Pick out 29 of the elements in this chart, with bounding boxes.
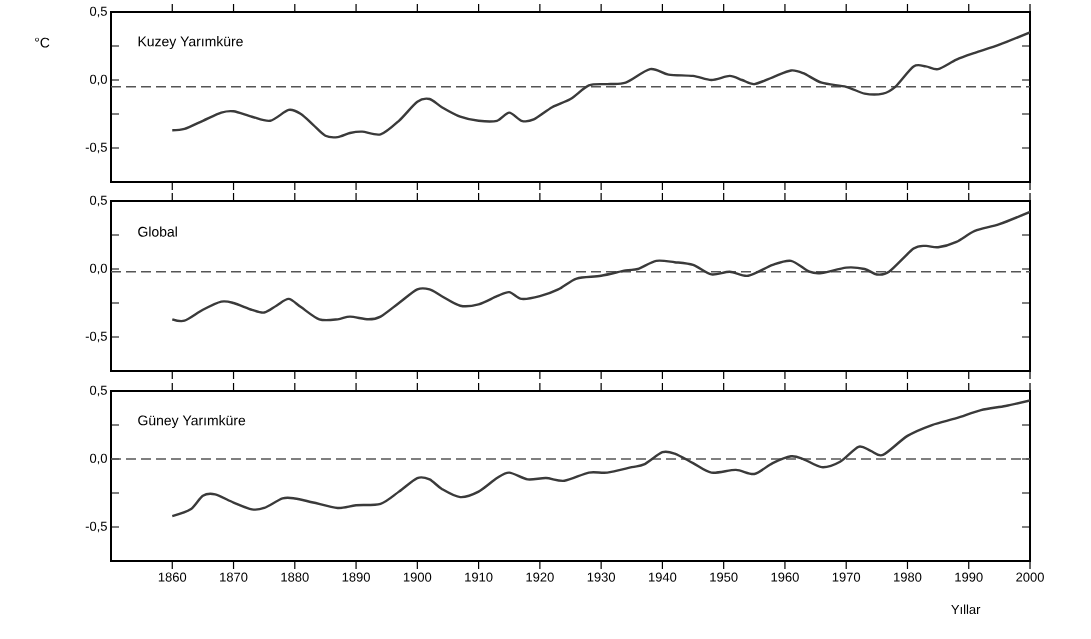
y-tick-label: -0,5 [85, 521, 107, 533]
text: Global [138, 226, 177, 237]
x-tick-label: 1980 [894, 572, 922, 582]
x-axis-title: Yıllar [951, 604, 981, 615]
x-tick-label: 1940 [648, 572, 677, 582]
y-tick-label: 0,5 [89, 385, 107, 397]
y-tick-label: 0,0 [89, 263, 107, 275]
y-tick-label: -0,5 [85, 142, 107, 154]
x-tick-label: 1960 [771, 572, 799, 582]
text: Güney Yarımküre [138, 415, 246, 429]
x-tick-label: 1930 [587, 572, 616, 582]
x-tick-label: 1870 [220, 572, 248, 582]
x-tick-label: 1860 [158, 572, 187, 582]
y-tick-label: 0,5 [89, 195, 107, 207]
y-tick-label: 0,0 [89, 74, 107, 86]
y-axis-title: °C [35, 37, 50, 48]
y-tick-label: 0,5 [89, 6, 107, 18]
x-tick-label: 1970 [832, 572, 861, 582]
x-tick-label: 1890 [342, 572, 370, 582]
x-tick-label: 2000 [1016, 572, 1044, 582]
x-tick-label: 1880 [281, 572, 309, 582]
y-tick-label: -0,5 [85, 331, 107, 343]
y-tick-label: 0,0 [89, 453, 107, 465]
x-tick-label: 1990 [955, 572, 983, 582]
x-tick-label: 1950 [710, 572, 738, 582]
x-tick-label: 1900 [403, 572, 432, 582]
x-tick-label: 1910 [465, 572, 493, 582]
x-tick-label: 1920 [526, 572, 554, 582]
text: Kuzey Yarımküre [138, 36, 243, 50]
